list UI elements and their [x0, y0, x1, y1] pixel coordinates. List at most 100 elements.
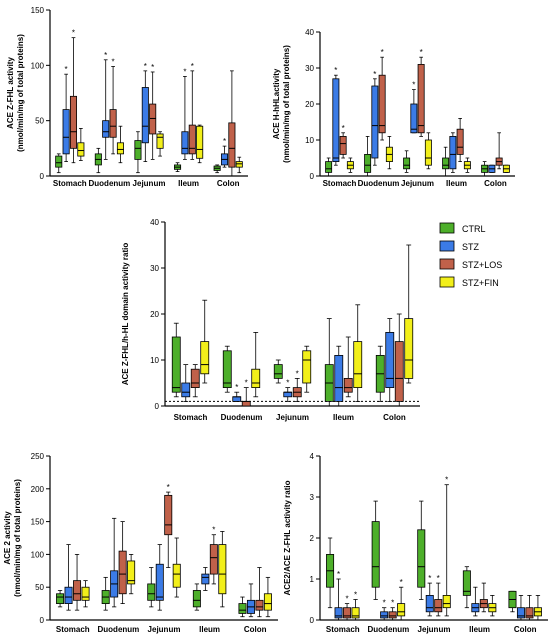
box-ctrl	[417, 529, 426, 588]
y-tick-label: 10	[305, 136, 314, 145]
box-stz	[425, 595, 434, 613]
significance-star: *	[167, 483, 170, 492]
y-tick-label: 2	[310, 534, 315, 543]
panel-ace-hhl-activity: 0 10 20 30 40 ACE H-hHLactivity (nmol/min/mg o…	[272, 28, 515, 188]
legend-swatch	[439, 222, 455, 234]
box-ctrl	[134, 140, 142, 160]
significance-star: *	[212, 526, 215, 535]
y-tick-label: 20	[305, 100, 314, 109]
category-label: Duodenum	[358, 179, 400, 188]
y-axis-label: (nmol/min/mg of total proteins)	[13, 479, 22, 597]
category-label: Jejunum	[401, 179, 434, 188]
significance-star: *	[191, 62, 194, 71]
box-ctrl	[171, 336, 181, 393]
significance-star: *	[223, 137, 226, 146]
significance-star: *	[286, 379, 289, 388]
box-stz-los	[118, 550, 127, 595]
box-stz-fin	[302, 350, 312, 384]
legend-swatch	[439, 240, 455, 252]
legend-label: STZ+LOS	[462, 260, 502, 270]
box-stz-fin	[200, 341, 210, 375]
y-axis-label: ACE Z-FHL activity	[6, 57, 15, 129]
box-stz-fin	[218, 544, 227, 595]
box-stz-los	[241, 400, 251, 407]
box-stz-fin	[116, 142, 124, 155]
significance-star: *	[445, 476, 448, 485]
significance-star: *	[400, 578, 403, 587]
category-label: Stomach	[53, 179, 87, 188]
box-stz	[516, 607, 525, 619]
legend-label: STZ	[462, 242, 480, 252]
box-stz	[141, 87, 149, 144]
box-stz-los	[525, 607, 534, 619]
box-stz-fin	[351, 607, 360, 619]
box-stz-los	[164, 494, 173, 536]
box-stz-fin	[156, 133, 164, 149]
box-stz-fin	[81, 586, 90, 601]
box-stz	[181, 131, 189, 155]
category-label: Colon	[383, 413, 406, 422]
box-stz-los	[228, 122, 236, 168]
significance-star: *	[381, 48, 384, 57]
box-ctrl	[371, 521, 380, 588]
box-stz-fin	[424, 139, 432, 166]
box-stz	[155, 563, 164, 601]
category-label: Colon	[514, 625, 537, 634]
category-label: Jejunum	[133, 179, 166, 188]
box-stz	[410, 103, 418, 134]
box-stz	[232, 396, 242, 402]
box-stz-los	[209, 544, 218, 575]
category-label: Duodenum	[221, 413, 263, 422]
y-tick-label: 0	[155, 402, 160, 411]
significance-star: *	[373, 70, 376, 79]
y-tick-label: 150	[31, 518, 45, 527]
box-stz-los	[339, 135, 347, 155]
y-tick-label: 200	[31, 485, 45, 494]
box-stz-los	[434, 599, 443, 613]
y-tick-label: 100	[31, 61, 45, 70]
box-ctrl	[222, 350, 232, 388]
category-label: Colon	[244, 625, 267, 634]
box-stz-fin	[442, 595, 451, 609]
y-tick-label: 0	[310, 616, 315, 625]
y-tick-label: 40	[305, 28, 314, 37]
box-stz-los	[73, 580, 82, 601]
significance-star: *	[72, 29, 75, 38]
category-label: Duodenum	[89, 179, 131, 188]
box-stz-fin	[196, 125, 204, 159]
significance-star: *	[342, 124, 345, 133]
significance-star: *	[144, 62, 147, 71]
significance-star: *	[345, 595, 348, 604]
category-label: Stomach	[174, 413, 208, 422]
y-axis-label: ACE 2 activity	[3, 511, 12, 565]
y-tick-label: 30	[305, 64, 314, 73]
category-label: Colon	[484, 179, 507, 188]
panel-ace2-ace-ratio: 0 1 2 3 4 ACE2/ACE Z-FHL activity ratio Stomac…	[283, 452, 548, 634]
y-axis-label: (nmol/min/mg of total proteins)	[282, 45, 291, 163]
box-stz	[334, 354, 344, 402]
legend-swatch	[439, 258, 455, 270]
box-stz	[449, 135, 457, 170]
box-ctrl	[55, 155, 63, 168]
panel-zfhl-hhl-ratio: 0 10 20 30 40 ACE Z-FHL/h-HL domain activity …	[121, 218, 420, 422]
y-axis-label: (nmol/min/mg of total proteins)	[16, 34, 25, 152]
box-stz-fin	[235, 161, 243, 168]
box-ctrl	[325, 161, 333, 173]
significance-star: *	[337, 570, 340, 579]
y-tick-label: 20	[150, 310, 159, 319]
box-ctrl	[442, 157, 450, 170]
significance-star: *	[296, 369, 299, 378]
box-stz	[102, 120, 110, 138]
y-axis-label: ACE2/ACE Z-FHL activity ratio	[283, 480, 292, 595]
box-stz-los	[456, 128, 464, 155]
category-label: Stomach	[323, 179, 357, 188]
category-label: Ileum	[199, 625, 220, 634]
category-label: Jejunum	[418, 625, 451, 634]
y-tick-label: 10	[150, 356, 159, 365]
significance-star: *	[437, 574, 440, 583]
category-label: Jejunum	[276, 413, 309, 422]
y-tick-label: 150	[31, 6, 45, 15]
box-stz-los	[378, 74, 386, 134]
y-tick-label: 50	[35, 117, 44, 126]
y-tick-label: 100	[31, 550, 45, 559]
